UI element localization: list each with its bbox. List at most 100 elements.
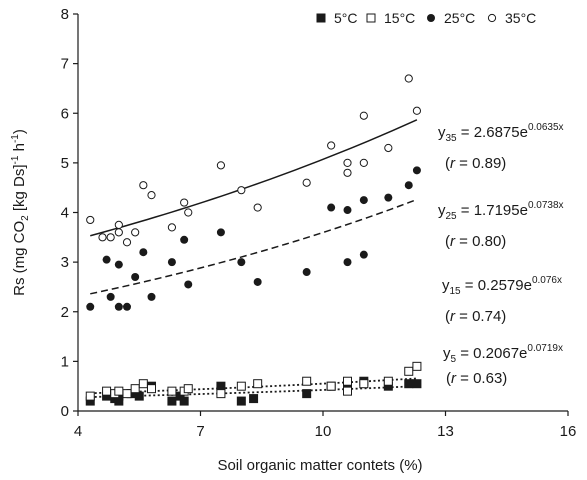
- point-25c: [114, 260, 123, 269]
- point-35c: [167, 223, 177, 232]
- point-15c: [302, 376, 312, 386]
- point-5c: [175, 391, 185, 401]
- point-15c: [326, 381, 336, 391]
- point-25c: [404, 181, 413, 190]
- point-35c: [343, 158, 352, 167]
- point-35c: [86, 215, 95, 225]
- point-25c: [123, 302, 131, 311]
- point-35c: [106, 233, 115, 242]
- equation-sub: 25: [446, 211, 458, 222]
- equation-r-5c: (r = 0.63): [446, 370, 507, 387]
- x-tick-label: 16: [560, 423, 577, 440]
- equation-exponent: 0.0738x: [528, 200, 564, 211]
- point-25c: [343, 206, 352, 215]
- legend-marker-35c: [487, 13, 497, 23]
- legend-marker-25c: [427, 14, 435, 22]
- legend: 5°C 15°C 25°C 35°C: [316, 10, 536, 26]
- equation-r-open: (: [445, 233, 450, 250]
- point-25c: [216, 228, 225, 237]
- point-5c: [167, 396, 177, 406]
- point-35c: [404, 74, 413, 83]
- y-tick-label: 1: [61, 353, 69, 370]
- y-axis-title-sup: -1: [10, 155, 21, 164]
- point-25c: [412, 166, 421, 175]
- point-35c: [359, 111, 368, 120]
- point-25c: [384, 193, 393, 202]
- equation-body: = 1.7195e: [457, 202, 528, 219]
- point-25c: [131, 273, 140, 282]
- point-5c: [102, 391, 112, 401]
- equation-sub: 35: [446, 133, 458, 144]
- point-15c: [236, 381, 246, 391]
- point-5c: [216, 381, 226, 391]
- equation-r-open: (: [445, 308, 450, 325]
- point-25c: [253, 277, 262, 286]
- y-tick-label: 7: [61, 56, 69, 73]
- point-35c: [147, 191, 156, 200]
- point-35c: [237, 186, 246, 195]
- y-axis-title-part: [kg Ds]: [11, 164, 28, 215]
- equation-35c: y35 = 2.6875e0.0635x: [438, 122, 564, 144]
- point-25c: [237, 258, 246, 267]
- point-35c: [122, 238, 132, 247]
- point-15c: [216, 389, 226, 399]
- legend-label-15c: 15°C: [384, 10, 415, 26]
- point-25c: [86, 302, 95, 311]
- fit-line-5c: [90, 385, 417, 398]
- point-35c: [180, 198, 189, 207]
- equation-exponent: 0.0635x: [528, 122, 564, 133]
- equation-exponent: 0.076x: [532, 275, 562, 286]
- equation-y: y: [442, 277, 450, 294]
- point-15c: [138, 379, 148, 389]
- equation-sub: 15: [450, 286, 462, 297]
- equation-5c: y5 = 0.2067e0.0719x: [443, 343, 563, 365]
- chart-axes: 0 1 2 3 4 5 6 7 8 4 7 10 13 16 Soil organic matter con…: [10, 6, 576, 474]
- point-5c: [134, 391, 144, 401]
- point-5c: [236, 396, 246, 406]
- point-35c: [184, 208, 193, 217]
- point-25c: [359, 196, 368, 205]
- point-15c: [114, 386, 124, 396]
- point-25c: [114, 302, 123, 311]
- y-axis-title-sup: -1: [10, 134, 21, 143]
- equation-y: y: [438, 202, 446, 219]
- y-axis-title: Rs (mg CO2 [kg Ds]-1 h-1): [10, 129, 31, 296]
- point-35c: [253, 203, 262, 212]
- point-15c: [147, 384, 156, 394]
- point-15c: [167, 386, 177, 396]
- point-25c: [343, 258, 352, 267]
- point-25c: [327, 203, 336, 212]
- equation-y: y: [438, 124, 446, 141]
- point-35c: [359, 158, 368, 167]
- equation-15c: y15 = 0.2579e0.076x: [442, 275, 562, 297]
- legend-label-5c: 5°C: [334, 10, 358, 26]
- y-tick-label: 8: [61, 6, 69, 23]
- point-35c: [216, 161, 226, 170]
- equation-25c: y25 = 1.7195e0.0738x: [438, 200, 564, 222]
- y-axis-title-part: h: [11, 143, 28, 156]
- equation-body: = 0.2067e: [456, 345, 527, 362]
- point-25c: [102, 255, 111, 264]
- point-25c: [167, 258, 176, 267]
- legend-label-35c: 35°C: [505, 10, 536, 26]
- equation-r-25c: (r = 0.80): [445, 233, 506, 250]
- y-tick-label: 4: [61, 205, 69, 222]
- point-35c: [114, 220, 123, 230]
- equation-r-symbol: r: [450, 233, 456, 250]
- point-15c: [343, 386, 352, 396]
- equation-r-value: = 0.74): [455, 308, 506, 325]
- point-5c: [383, 381, 393, 391]
- equation-r-value: = 0.63): [456, 370, 507, 387]
- equation-r-symbol: r: [451, 370, 457, 387]
- point-35c: [98, 233, 107, 242]
- equation-sub: 5: [451, 354, 457, 365]
- equation-r-value: = 0.80): [455, 233, 506, 250]
- legend-label-25c: 25°C: [444, 10, 475, 26]
- y-axis-title-part: ): [11, 129, 28, 134]
- equation-r-value: = 0.89): [455, 155, 506, 172]
- y-axis-title-part: Rs (mg CO: [11, 221, 28, 296]
- point-5c: [85, 396, 95, 406]
- equation-r-open: (: [445, 155, 450, 172]
- x-tick-label: 4: [74, 423, 82, 440]
